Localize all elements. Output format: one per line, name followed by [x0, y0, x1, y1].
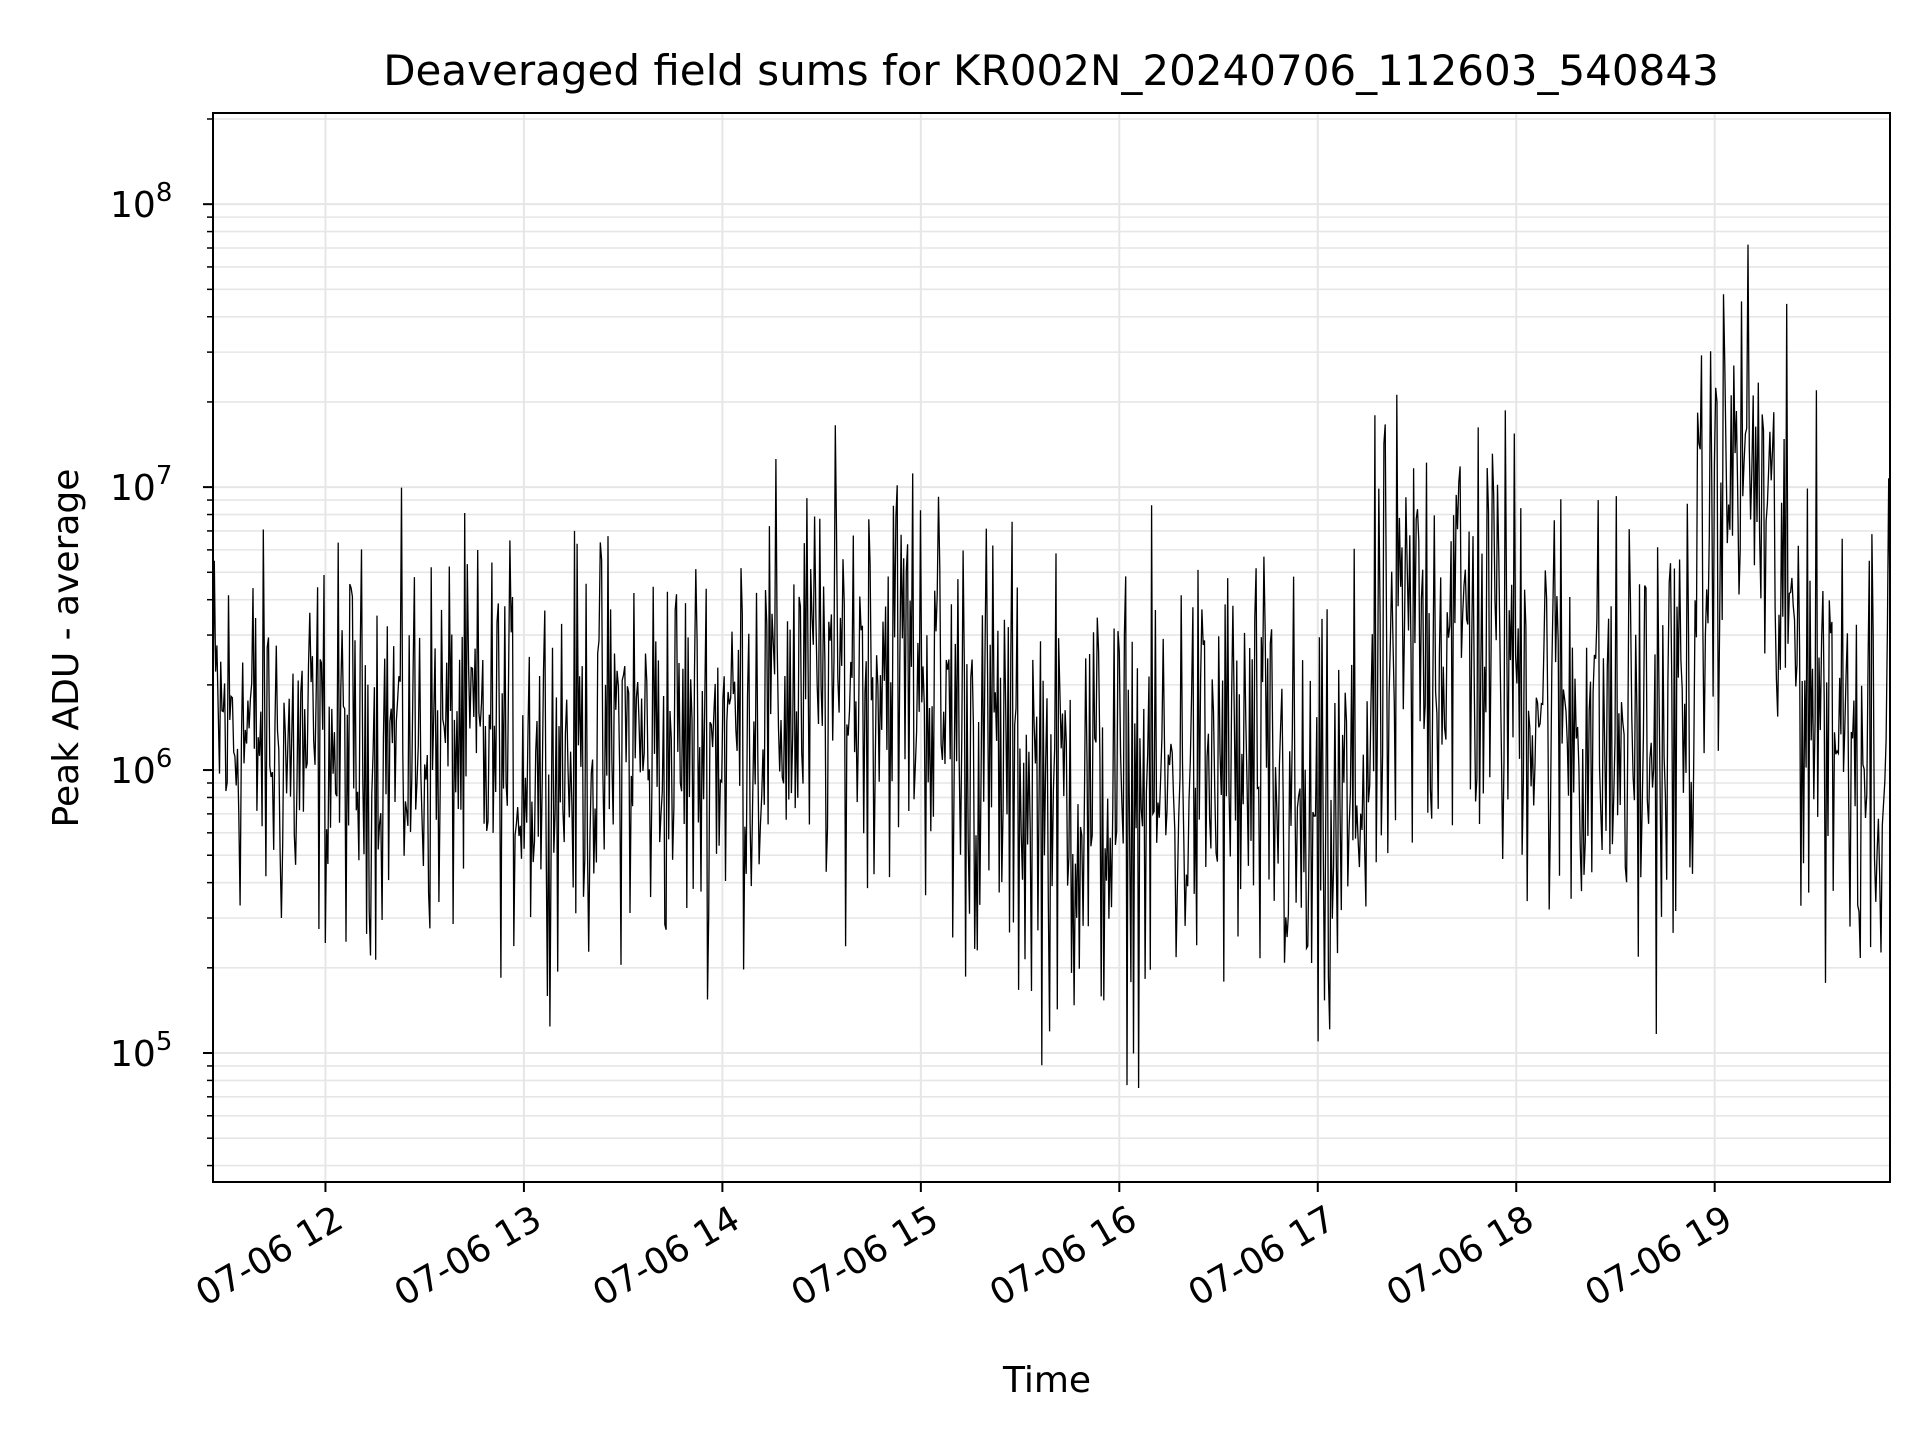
series-line	[212, 244, 1891, 1089]
x-axis: 07-06 12 07-06 13 07-06 14 07-06 15 07-06 16…	[189, 1182, 1739, 1315]
plot-area	[212, 244, 1891, 1089]
y-tick-label: 106	[110, 744, 172, 792]
y-tick-label: 108	[110, 178, 172, 226]
x-tick-label: 07-06 12	[189, 1198, 350, 1314]
x-tick-label: 07-06 18	[1380, 1198, 1541, 1314]
x-tick-label: 07-06 16	[983, 1198, 1144, 1314]
y-axis: 105 106 107 108	[110, 118, 213, 1167]
axes-frame	[212, 112, 1891, 1183]
y-tick-label: 105	[110, 1027, 172, 1075]
x-tick-label: 07-06 17	[1182, 1198, 1343, 1314]
chart-title: Deaveraged field sums for KR002N_2024070…	[383, 46, 1719, 95]
y-axis-label: Peak ADU - average	[46, 469, 87, 828]
x-tick-label: 07-06 14	[586, 1198, 747, 1314]
x-tick-label: 07-06 19	[1579, 1198, 1740, 1314]
y-tick-label: 107	[110, 461, 172, 509]
x-axis-label: Time	[1002, 1360, 1091, 1401]
x-tick-label: 07-06 13	[388, 1198, 549, 1314]
x-tick-label: 07-06 15	[785, 1198, 946, 1314]
